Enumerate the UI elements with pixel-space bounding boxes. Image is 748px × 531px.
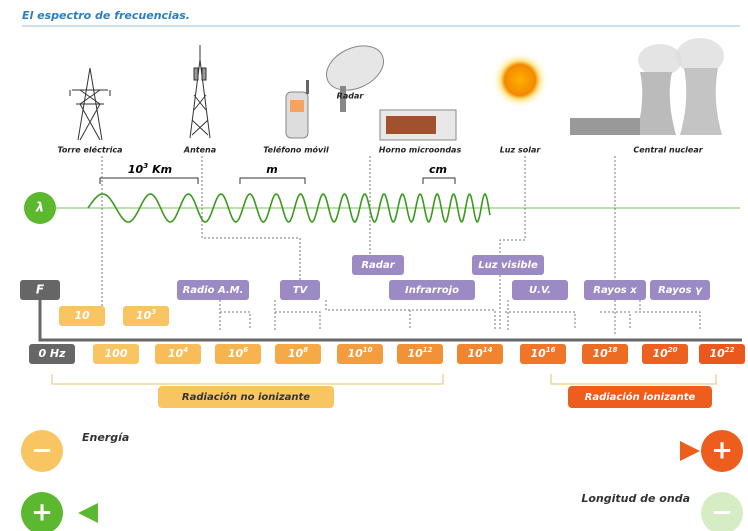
frequency-exp: 18 xyxy=(608,346,618,354)
frequency-exp: 10 xyxy=(363,346,373,354)
frequency-base: 10 xyxy=(652,347,668,360)
scale-label: m xyxy=(266,163,277,176)
frequency-exp: 20 xyxy=(668,346,678,354)
band-label: U.V. xyxy=(529,285,551,296)
frequency-exp: 22 xyxy=(725,346,735,354)
antenna-icon xyxy=(190,45,210,138)
frequency-base: 0 Hz xyxy=(38,347,66,360)
frequency-base: 10 xyxy=(136,309,152,322)
energy-label: Energía xyxy=(82,431,129,444)
band-label: Rayos x xyxy=(593,285,637,296)
frequency-base: 10 xyxy=(347,347,363,360)
wavelength-label: Longitud de onda xyxy=(581,492,690,505)
frequency-exp: 3 xyxy=(151,308,156,316)
band-label: Radar xyxy=(361,260,395,271)
band-label: Radio A.M. xyxy=(183,285,244,296)
wavelength-arrowhead xyxy=(78,503,98,523)
frequency-exp: 14 xyxy=(483,346,493,354)
band-label: Luz visible xyxy=(478,260,538,271)
scale-brackets xyxy=(100,178,455,184)
energy-arrowhead xyxy=(680,441,700,461)
radiation-brackets xyxy=(52,374,716,384)
non-ionizing-label: Radiación no ionizante xyxy=(182,391,310,403)
frequency-label: 0 Hz xyxy=(38,347,66,360)
tower-icon xyxy=(70,68,110,140)
ionizing-label: Radiación ionizante xyxy=(585,391,696,403)
frequency-exp: 12 xyxy=(423,346,433,354)
frequency-exp: 6 xyxy=(243,346,248,354)
band-label: Infrarrojo xyxy=(405,285,459,296)
lambda-symbol: λ xyxy=(35,201,44,216)
sun-icon xyxy=(492,52,548,108)
energy-end-sign: + xyxy=(711,436,733,466)
frequency-base: 10 xyxy=(467,347,483,360)
scale-label: cm xyxy=(429,163,447,176)
wavelength-end-sign: − xyxy=(711,498,733,528)
frequency-base: 10 xyxy=(74,309,90,322)
frequency-base: 10 xyxy=(592,347,608,360)
source-label: Central nuclear xyxy=(633,146,703,155)
frequency-base: 10 xyxy=(168,347,184,360)
band-label: TV xyxy=(293,285,309,296)
f-symbol: F xyxy=(36,283,45,297)
frequency-base: 10 xyxy=(709,347,725,360)
source-label: Luz solar xyxy=(500,146,542,155)
frequency-base: 10 xyxy=(228,347,244,360)
frequency-base: 10 xyxy=(407,347,423,360)
source-label: Teléfono móvil xyxy=(263,145,329,155)
connectors xyxy=(102,156,700,335)
energy-start-sign: − xyxy=(31,436,53,466)
frequency-base: 10 xyxy=(288,347,304,360)
frequency-label: 10 xyxy=(74,309,90,322)
wavelength-start-sign: + xyxy=(31,498,53,528)
band-label: Rayos γ xyxy=(658,285,703,296)
source-label: Torre eléctrica xyxy=(57,145,122,155)
frequency-base: 100 xyxy=(105,347,128,360)
frequency-base: 10 xyxy=(530,347,546,360)
source-label: Antena xyxy=(183,146,216,155)
source-label: Horno microondas xyxy=(379,146,462,155)
frequency-exp: 16 xyxy=(546,346,556,354)
spectrum-diagram: El espectro de frecuencias. λ 103Km m cm… xyxy=(0,0,748,531)
source-label: Radar xyxy=(337,92,365,101)
radar-icon xyxy=(319,37,390,112)
frequency-exp: 8 xyxy=(303,346,308,354)
title: El espectro de frecuencias. xyxy=(22,9,190,22)
microwave-icon xyxy=(380,110,456,140)
phone-icon xyxy=(286,80,309,138)
frequency-exp: 4 xyxy=(183,346,188,354)
frequency-label: 100 xyxy=(105,347,128,360)
nuclear-icon xyxy=(570,38,724,135)
